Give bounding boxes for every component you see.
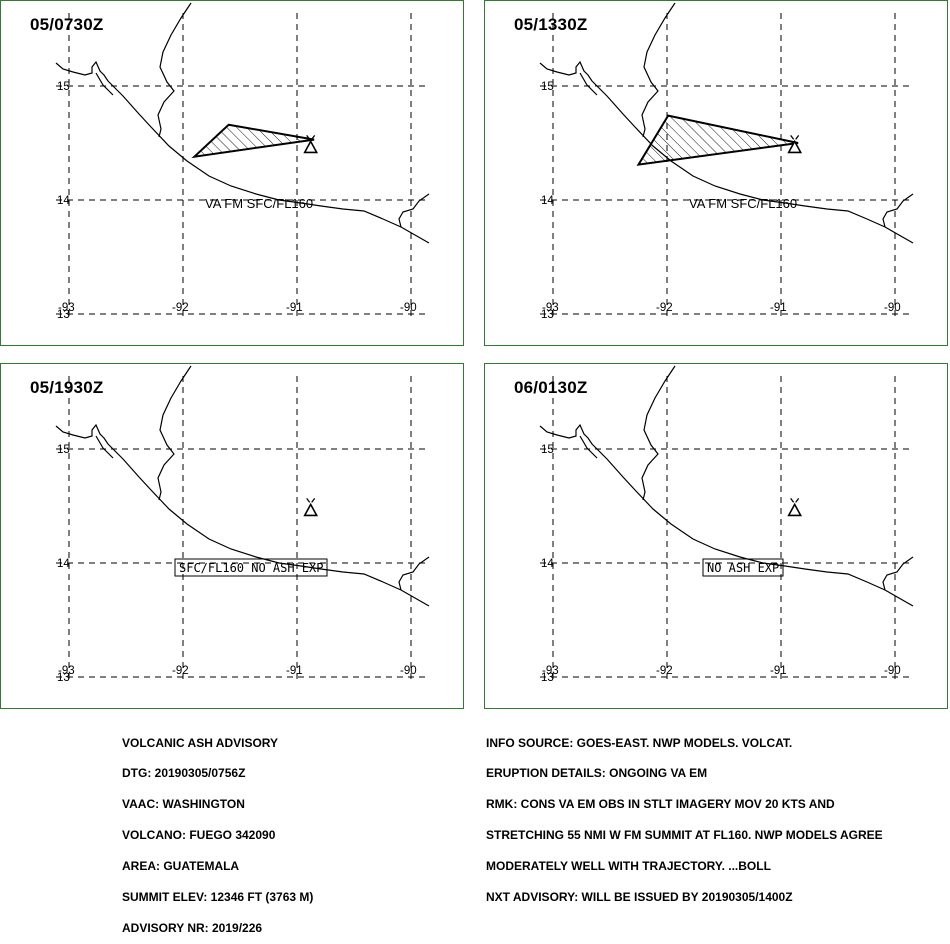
- advisory-summit-elev: SUMMIT ELEV: 12346 FT (3763 M): [122, 890, 314, 905]
- country-border: [641, 2, 676, 138]
- no-ash-label-box: [174, 558, 328, 577]
- map-panel-1: 15 14 13 -93 -92 -91 -90 VA FM SFC/FL160 05/073…: [0, 0, 464, 346]
- advisory-volcano: VOLCANO: FUEGO 342090: [122, 828, 276, 843]
- lon-label-w91: -91: [286, 302, 303, 314]
- lat-label-13: 13: [541, 309, 554, 321]
- lon-label-w93: -93: [542, 302, 559, 314]
- lon-label-w92: -92: [172, 665, 189, 677]
- ash-cloud-polygon: [191, 123, 315, 159]
- lat-label-14: 14: [541, 195, 554, 207]
- map-panel-2: 15 14 13 -93 -92 -91 -90 VA FM SFC/FL160 05/133…: [484, 0, 948, 346]
- lon-label-w92: -92: [172, 302, 189, 314]
- panel-time-2: 05/1330Z: [514, 15, 588, 34]
- lon-label-w90: -90: [400, 665, 417, 677]
- advisory-details-right: INFO SOURCE: GOES-EAST. NWP MODELS. VOLC…: [486, 717, 883, 913]
- advisory-title: VOLCANIC ASH ADVISORY: [122, 735, 279, 750]
- ash-cloud-label: VA FM SFC/FL160: [205, 196, 313, 211]
- lat-label-13: 13: [541, 672, 554, 684]
- map-canvas-4: 15 14 13-93 -92 -91 -90 NO ASH EXP: [539, 365, 914, 684]
- coastline-lagoon: [579, 435, 598, 459]
- lat-label-14: 14: [57, 558, 70, 570]
- coastline: [55, 60, 430, 244]
- volcano-icon: [303, 135, 319, 154]
- lat-label-14: 14: [57, 195, 70, 207]
- lat-label-15: 15: [57, 81, 70, 93]
- volcano-icon: [787, 498, 803, 517]
- lat-label-14: 14: [541, 558, 554, 570]
- remarks-line-1: RMK: CONS VA EM OBS IN STLT IMAGERY MOV …: [486, 797, 835, 812]
- panel-time-4: 06/0130Z: [514, 378, 588, 397]
- no-ash-label: SFC/FL160 NO ASH EXP: [179, 561, 324, 575]
- volcano-icon: [303, 498, 319, 517]
- coastline: [55, 423, 430, 607]
- lon-label-w91: -91: [770, 302, 787, 314]
- coastline-lagoon: [95, 435, 114, 459]
- lon-label-w90: -90: [884, 302, 901, 314]
- map-canvas-1: 15 14 13-93 -92 -91 -90 VA FM SFC/FL160: [55, 2, 430, 321]
- advisory-header-left: VOLCANIC ASH ADVISORY DTG: 20190305/0756…: [122, 717, 313, 944]
- lon-label-w92: -92: [656, 665, 673, 677]
- country-border: [157, 2, 192, 138]
- ash-cloud-polygon: [636, 114, 799, 166]
- eruption-details: ERUPTION DETAILS: ONGOING VA EM: [486, 766, 708, 781]
- remarks-line-2: STRETCHING 55 NMI W FM SUMMIT AT FL160. …: [486, 828, 883, 843]
- bay-coastline: [882, 193, 914, 228]
- map-panel-4: 15 14 13 -93 -92 -91 -90 NO ASH EXP 06/0130Z: [484, 363, 948, 709]
- bay-coastline: [398, 556, 430, 591]
- no-ash-label-box: [702, 558, 784, 577]
- lat-label-15: 15: [57, 444, 70, 456]
- lon-label-w92: -92: [656, 302, 673, 314]
- map-canvas-2: 15 14 13-93 -92 -91 -90 VA FM SFC/FL160: [539, 2, 914, 321]
- coastline-lagoon: [579, 72, 598, 96]
- lat-label-13: 13: [57, 672, 70, 684]
- coastline-lagoon: [95, 72, 114, 96]
- advisory-area: AREA: GUATEMALA: [122, 859, 240, 874]
- no-ash-label: NO ASH EXP: [707, 561, 779, 575]
- lon-label-w90: -90: [400, 302, 417, 314]
- coastline: [539, 60, 914, 244]
- lon-label-w90: -90: [884, 665, 901, 677]
- lon-label-w91: -91: [286, 665, 303, 677]
- advisory-dtg: DTG: 20190305/0756Z: [122, 766, 246, 781]
- advisory-vaac: VAAC: WASHINGTON: [122, 797, 245, 812]
- ash-cloud-label: VA FM SFC/FL160: [689, 196, 797, 211]
- lon-label-w93: -93: [542, 665, 559, 677]
- panel-time-1: 05/0730Z: [30, 15, 104, 34]
- bay-coastline: [398, 193, 430, 228]
- advisory-number: ADVISORY NR: 2019/226: [122, 920, 263, 935]
- info-source: INFO SOURCE: GOES-EAST. NWP MODELS. VOLC…: [486, 735, 793, 750]
- panel-time-3: 05/1930Z: [30, 378, 104, 397]
- map-canvas-3: 15 14 13-93 -92 -91 -90 SFC/FL160 NO ASH EXP: [55, 365, 430, 684]
- next-advisory: NXT ADVISORY: WILL BE ISSUED BY 20190305…: [486, 890, 793, 905]
- lon-label-w91: -91: [770, 665, 787, 677]
- map-panel-3: 15 14 13 -93 -92 -91 -90 SFC/FL160 NO ASH EXP 0…: [0, 363, 464, 709]
- lon-label-w93: -93: [58, 302, 75, 314]
- lat-label-15: 15: [541, 81, 554, 93]
- bay-coastline: [882, 556, 914, 591]
- lat-label-13: 13: [57, 309, 70, 321]
- coastline: [539, 423, 914, 607]
- lon-label-w93: -93: [58, 665, 75, 677]
- lat-label-15: 15: [541, 444, 554, 456]
- volcano-icon: [787, 135, 803, 154]
- country-border: [641, 365, 676, 501]
- remarks-line-3: MODERATELY WELL WITH TRAJECTORY. ...BOLL: [486, 859, 771, 874]
- country-border: [157, 365, 192, 501]
